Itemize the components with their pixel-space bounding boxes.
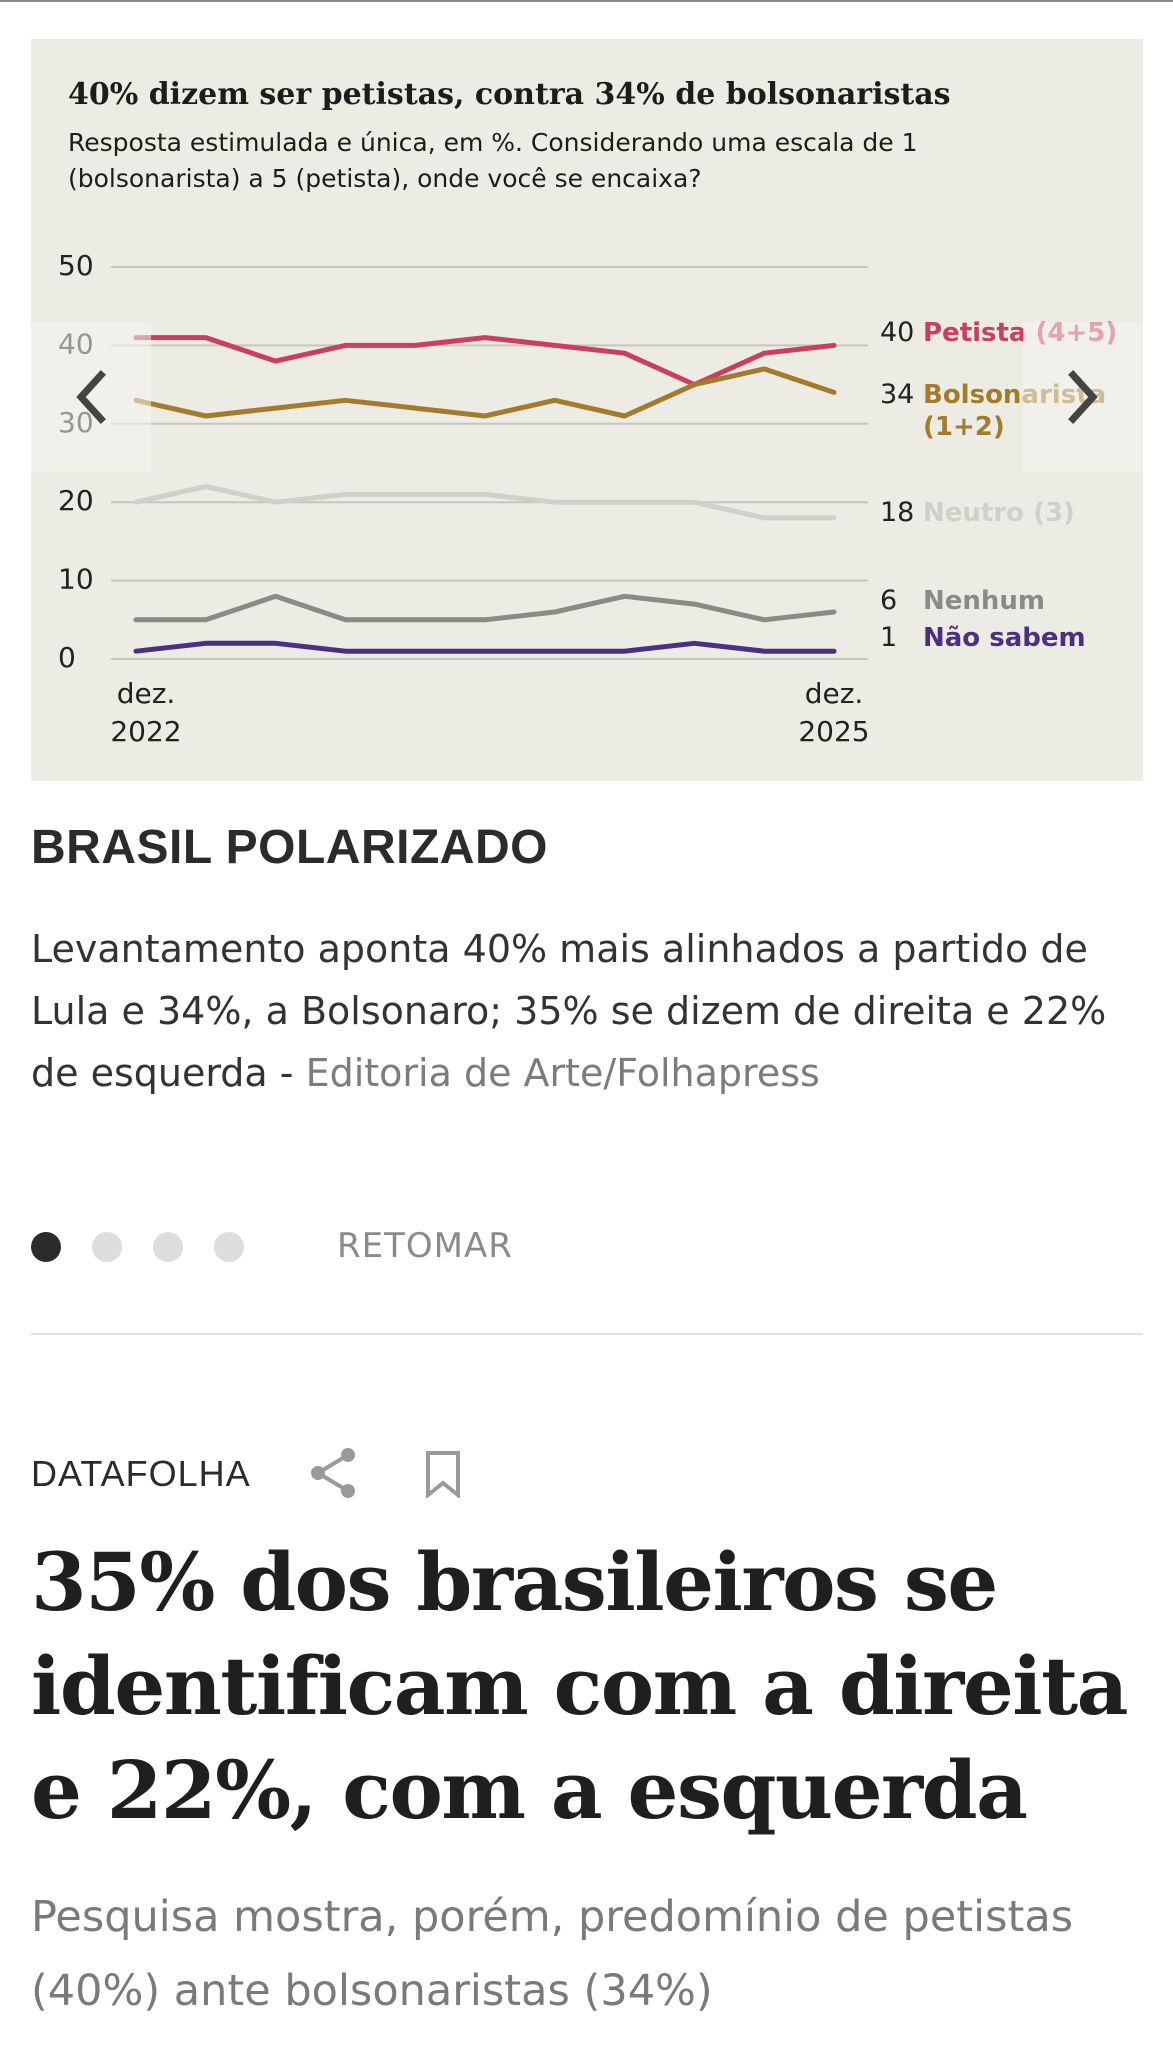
x-tick-label: dez. — [805, 677, 864, 710]
chart-slide[interactable]: 40% dizem ser petistas, contra 34% de bo… — [31, 39, 1143, 781]
series-line — [133, 484, 837, 521]
top-border — [0, 0, 1173, 2]
series-line — [133, 640, 837, 654]
chevron-left-icon — [76, 370, 106, 424]
article-subhead: Pesquisa mostra, porém, predomínio de pe… — [31, 1892, 1074, 2016]
carousel-dot-1[interactable] — [31, 1232, 61, 1262]
x-tick-label: 2025 — [798, 715, 869, 748]
chevron-right-icon — [1068, 370, 1098, 424]
chart-subtitle: Resposta estimulada e única, em %. Consi… — [68, 128, 918, 193]
series-legend-label: (1+2) — [923, 412, 1005, 442]
chart-title: 40% dizem ser petistas, contra 34% de bo… — [68, 77, 951, 112]
carousel-next-button[interactable] — [1023, 322, 1143, 472]
slide-caption-title: BRASIL POLARIZADO — [31, 821, 548, 874]
y-tick-label: 10 — [58, 563, 94, 596]
x-tick-label: dez. — [117, 677, 176, 710]
series-line — [133, 366, 837, 419]
divider — [31, 1333, 1143, 1335]
y-tick-label: 20 — [58, 484, 94, 517]
carousel-pagination — [31, 1232, 244, 1262]
series-end-value: 6 — [880, 585, 897, 616]
series-legend-label: Nenhum — [923, 586, 1045, 616]
series-legend-label: Neutro (3) — [923, 498, 1075, 528]
series-legend-label: Não sabem — [923, 623, 1086, 653]
series-line — [133, 335, 837, 388]
y-tick-label: 0 — [58, 641, 76, 674]
caption-body: Levantamento aponta 40% mais alinhados a… — [31, 927, 1107, 1095]
slide-caption-text: Levantamento aponta 40% mais alinhados a… — [31, 918, 1141, 1104]
resume-button[interactable]: RETOMAR — [337, 1226, 513, 1266]
series-end-value: 34 — [880, 379, 914, 410]
y-tick-label: 50 — [58, 249, 94, 282]
x-tick-label: 2022 — [110, 715, 181, 748]
series-end-value: 1 — [880, 622, 897, 653]
carousel-dot-3[interactable] — [153, 1232, 183, 1262]
carousel-dot-4[interactable] — [214, 1232, 244, 1262]
bookmark-icon[interactable] — [424, 1450, 462, 1498]
series-end-value: 40 — [880, 317, 914, 348]
article-kicker[interactable]: DATAFOLHA — [31, 1453, 251, 1494]
series-line — [133, 593, 837, 623]
series-end-value: 18 — [880, 497, 914, 528]
caption-credit: Editoria de Arte/Folhapress — [305, 1051, 820, 1095]
article-headline[interactable]: 35% dos brasileiros se identificam com a… — [31, 1535, 1128, 1837]
carousel-prev-button[interactable] — [31, 322, 151, 472]
share-icon[interactable] — [308, 1446, 358, 1500]
carousel-dot-2[interactable] — [92, 1232, 122, 1262]
